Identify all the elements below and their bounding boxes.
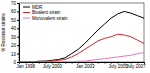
series-line: [19, 11, 144, 62]
y-tick: 20: [11, 43, 19, 48]
y-tick-label: 40: [11, 26, 17, 31]
legend-entry: Monovalent strain: [23, 16, 68, 21]
y-tick-mark: [17, 20, 19, 21]
y-tick: 40: [11, 26, 19, 31]
legend-entry: MDR: [23, 5, 43, 10]
y-tick: 30: [11, 35, 19, 40]
series-line: [19, 34, 144, 62]
lines: [19, 11, 144, 62]
y-tick-mark: [17, 28, 19, 29]
legend-entry: Bivalent strain: [23, 10, 61, 15]
legend-label: Bivalent strain: [32, 10, 61, 15]
plot: 010203040506070Jan 1998July 2000Jan 2003…: [11, 1, 146, 69]
y-tick: 60: [11, 9, 19, 14]
x-axis: Jan 1998July 2000Jan 2003July 2005July 2…: [17, 62, 146, 69]
legend-label: Monovalent strain: [32, 16, 68, 21]
x-tick: July 2007: [126, 62, 146, 69]
y-tick-mark: [17, 37, 19, 38]
legend: MDRBivalent strainMonovalent strain: [23, 5, 68, 21]
legend-label: MDR: [32, 5, 43, 10]
y-tick: 70: [11, 1, 19, 6]
y-tick-label: 70: [11, 1, 17, 6]
y-tick-label: 50: [11, 18, 17, 23]
y-tick-label: 10: [11, 52, 17, 57]
x-tick: Jan 2003: [76, 62, 95, 69]
x-tick-label: July 2000: [43, 64, 63, 69]
y-tick-mark: [17, 11, 19, 12]
legend-swatch: [23, 18, 30, 19]
x-tick-label: Jan 1998: [17, 64, 36, 69]
chart: 010203040506070Jan 1998July 2000Jan 2003…: [0, 0, 150, 73]
x-tick: July 2000: [43, 62, 63, 69]
y-tick: 50: [11, 18, 19, 23]
x-tick-label: July 2007: [126, 64, 146, 69]
y-axis-title: % Resistant strains: [1, 12, 6, 51]
plot-frame: [19, 3, 144, 62]
y-axis: 010203040506070: [11, 1, 20, 65]
x-tick-label: Jan 2003: [76, 64, 95, 69]
y-tick: 10: [11, 52, 19, 57]
y-tick-label: 20: [11, 43, 17, 48]
series-line: [19, 53, 144, 62]
y-tick-mark: [17, 54, 19, 55]
y-tick-mark: [17, 3, 19, 4]
y-tick-mark: [17, 45, 19, 46]
y-tick-label: 60: [11, 9, 17, 14]
y-tick-label: 30: [11, 35, 17, 40]
legend-swatch: [23, 12, 30, 13]
x-tick: Jan 1998: [17, 62, 36, 69]
legend-swatch: [23, 7, 30, 8]
